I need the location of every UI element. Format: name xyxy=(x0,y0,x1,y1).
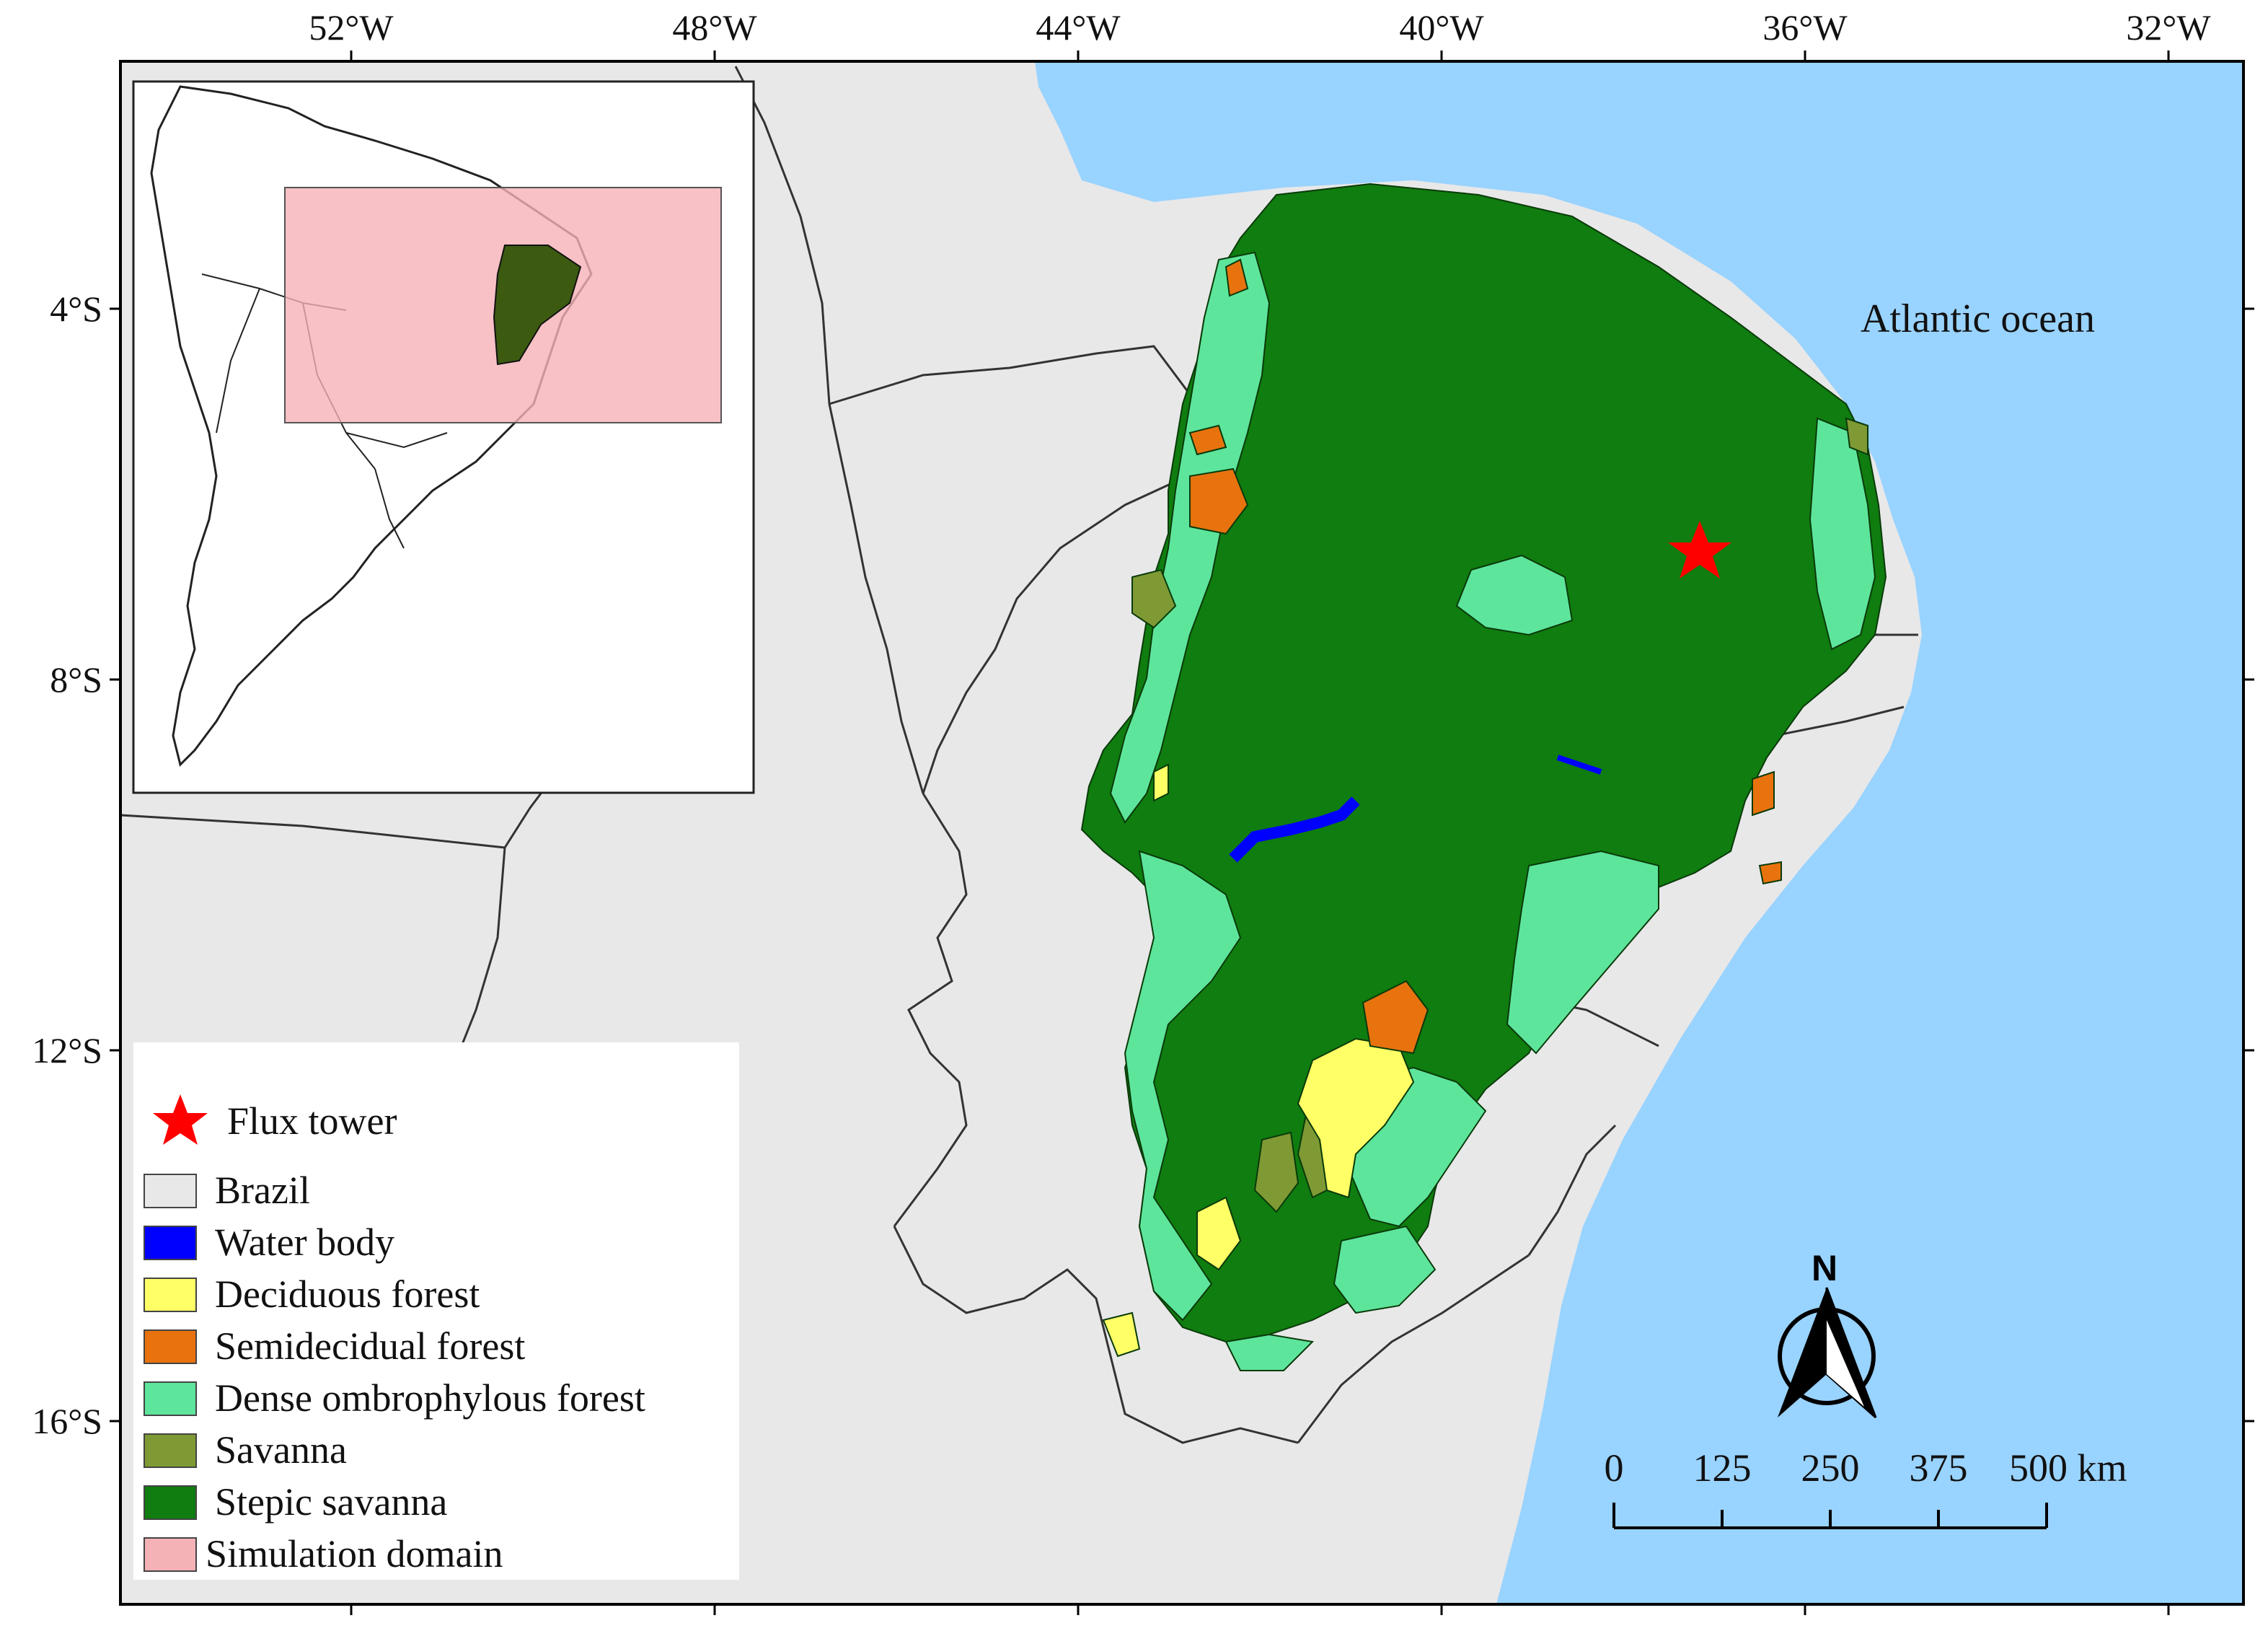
lon-label-40w: 40°W xyxy=(1399,7,1484,48)
map-frame xyxy=(119,60,2245,1606)
scale-label-0: 0 xyxy=(1605,1446,1624,1490)
scale-label-125: 125 xyxy=(1693,1446,1752,1490)
legend-label-brazil: Brazil xyxy=(215,1169,310,1212)
legend-label-deciduous-forest: Deciduous forest xyxy=(215,1272,480,1316)
semiarid-region-inset xyxy=(493,245,582,366)
lat-label-12s: 12°S xyxy=(32,1030,102,1071)
scale-bar-line xyxy=(1612,1503,2048,1529)
legend-box xyxy=(133,1042,739,1580)
legend-swatch-water-body xyxy=(144,1226,197,1260)
lat-label-4s: 4°S xyxy=(50,289,102,329)
legend-label-savanna: Savanna xyxy=(215,1428,347,1472)
dense-ombrophylous-forest-patches xyxy=(1109,251,1876,1371)
lon-label-36w: 36°W xyxy=(1762,7,1848,48)
atlantic-ocean xyxy=(1035,61,2243,1604)
lon-label-52w: 52°W xyxy=(309,7,394,48)
legend: Flux tower Brazil Water body Deciduous f… xyxy=(133,1042,739,1580)
lon-label-44w: 44°W xyxy=(1036,7,1121,48)
lat-label-16s: 16°S xyxy=(32,1401,102,1441)
scale-bar: 0 125 250 375 500 km xyxy=(1605,1446,2127,1529)
legend-swatch-dense-ombrophylous-forest xyxy=(144,1381,197,1416)
ocean-label: Atlantic ocean xyxy=(1861,296,2095,341)
legend-flux-tower-icon xyxy=(153,1094,208,1145)
scale-label-375: 375 xyxy=(1910,1446,1968,1490)
legend-swatch-stepic-savanna xyxy=(144,1485,197,1520)
lat-label-8s: 8°S xyxy=(50,659,102,700)
lon-label-48w: 48°W xyxy=(672,7,757,48)
north-arrow-highlight xyxy=(1827,1320,1864,1407)
legend-label-dense-ombrophylous-forest: Dense ombrophylous forest xyxy=(215,1376,645,1420)
legend-label-semidecidual-forest: Semidecidual forest xyxy=(215,1324,525,1368)
north-arrow-left-half xyxy=(1778,1288,1827,1417)
legend-label-water-body: Water body xyxy=(215,1221,394,1264)
scale-label-250: 250 xyxy=(1801,1446,1860,1490)
semidecidual-forest-patches xyxy=(1188,258,1782,1055)
legend-label-simulation-domain: Simulation domain xyxy=(206,1532,503,1575)
axis-ticks xyxy=(110,50,2254,1615)
north-arrow: N xyxy=(1778,1248,1877,1419)
deciduous-forest-patches xyxy=(1102,763,1415,1358)
north-arrow-label: N xyxy=(1812,1248,1837,1288)
legend-label-flux-tower: Flux tower xyxy=(227,1099,397,1143)
legend-swatch-brazil xyxy=(144,1174,197,1208)
water-body-sao-francisco xyxy=(1229,796,1360,863)
scale-label-500-km: 500 km xyxy=(2009,1446,2127,1490)
legend-swatch-deciduous-forest xyxy=(144,1278,197,1312)
legend-swatch-simulation-domain xyxy=(144,1537,197,1572)
lon-label-32w: 32°W xyxy=(2126,7,2211,48)
legend-label-stepic-savanna: Stepic savanna xyxy=(215,1480,447,1524)
legend-swatch-semidecidual-forest xyxy=(144,1329,197,1364)
flux-tower-marker xyxy=(1668,521,1731,579)
inset-map xyxy=(132,80,755,794)
legend-swatch-savanna xyxy=(144,1433,197,1468)
water-body-east xyxy=(1556,755,1602,775)
